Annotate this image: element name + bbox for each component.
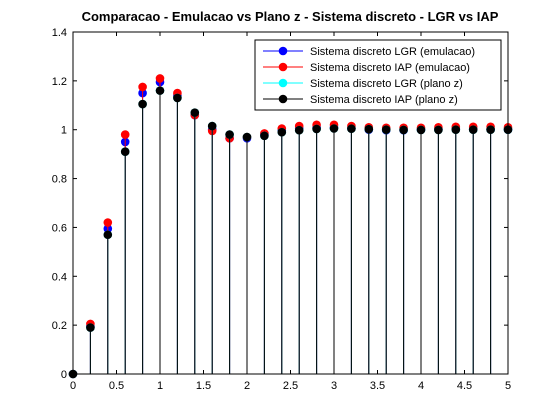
x-tick-label: 0.5	[109, 380, 124, 392]
legend-marker	[278, 46, 288, 56]
data-point	[173, 93, 182, 103]
data-point	[120, 147, 130, 156]
y-tick-label: 0.2	[52, 320, 67, 332]
data-point	[138, 82, 147, 92]
data-point	[190, 108, 200, 117]
x-tick-label: 3	[331, 380, 337, 392]
y-tick-label: 1.4	[52, 27, 67, 39]
data-point	[120, 130, 130, 139]
legend-box	[254, 39, 502, 111]
y-tick-label: 0	[61, 369, 67, 381]
axes: 0 0.5 1 1.5 2 2.5 3 3.5 4 4.5 5 0 0.2 0.4 0.6 0.8 1 1.2 1.…	[52, 27, 511, 392]
series-4	[68, 86, 513, 379]
legend-label: Sistema discreto LGR (plano z)	[310, 78, 463, 90]
legend-label: Sistema discreto IAP (emulacao)	[310, 62, 470, 74]
y-tick-label: 1	[61, 125, 67, 137]
x-tick-label: 2.5	[283, 380, 298, 392]
x-tick-label: 4.5	[457, 380, 472, 392]
y-tick-label: 0.4	[52, 271, 67, 283]
chart-title: Comparacao - Emulacao vs Plano z - Siste…	[82, 9, 499, 24]
data-point	[103, 230, 113, 240]
data-point	[486, 125, 495, 135]
data-point	[451, 125, 461, 135]
legend-marker	[278, 94, 288, 104]
x-tick-label: 0	[70, 380, 76, 392]
data-point	[294, 125, 304, 135]
data-point	[155, 86, 165, 95]
data-point	[399, 125, 408, 135]
data-point	[347, 124, 356, 134]
data-point	[86, 323, 95, 332]
data-point	[277, 127, 287, 137]
legend-label: Sistema discreto LGR (emulacao)	[310, 46, 475, 58]
data-point	[364, 124, 374, 134]
data-point	[138, 99, 147, 109]
data-point	[260, 131, 269, 141]
data-point	[155, 74, 165, 83]
data-point	[225, 130, 234, 139]
x-tick-label: 2	[244, 380, 250, 392]
y-tick-label: 0.8	[52, 174, 67, 186]
x-tick-label: 5	[505, 380, 511, 392]
data-point	[381, 125, 391, 135]
y-tick-label: 0.6	[52, 222, 67, 234]
legend-label: Sistema discreto IAP (plano z)	[310, 94, 458, 106]
data-point	[103, 218, 113, 227]
data-point	[242, 132, 252, 142]
x-tick-label: 1.5	[196, 380, 211, 392]
legend-marker	[278, 62, 288, 72]
data-point	[312, 124, 321, 134]
y-tick-label: 1.2	[52, 76, 67, 88]
x-tick-label: 1	[157, 380, 163, 392]
legend-marker	[278, 78, 288, 88]
data-point	[207, 121, 217, 131]
data-point	[468, 125, 478, 135]
data-point	[416, 125, 426, 135]
x-tick-label: 3.5	[370, 380, 385, 392]
legend: Sistema discreto LGR (emulacao) Sistema d…	[254, 39, 502, 111]
data-point	[329, 124, 339, 133]
x-tick-label: 4	[418, 380, 424, 392]
data-point	[434, 125, 443, 135]
